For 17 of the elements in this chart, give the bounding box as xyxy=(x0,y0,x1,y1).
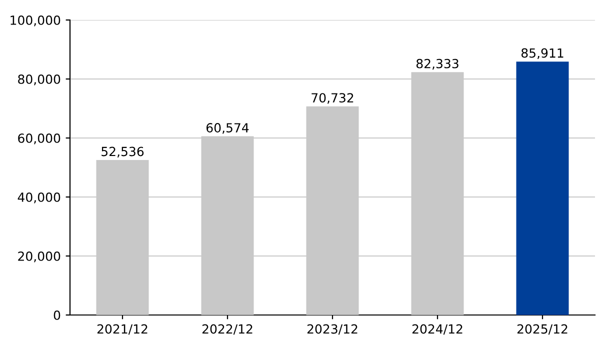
data-label: 82,333 xyxy=(416,58,458,70)
x-tick-label: 2023/12 xyxy=(307,324,358,335)
data-label: 70,732 xyxy=(312,93,354,104)
x-tick-label: 2025/12 xyxy=(517,324,568,335)
x-tick-label: 2022/12 xyxy=(202,324,252,335)
data-label: 60,574 xyxy=(206,123,249,134)
x-tick-label: 2024/12 xyxy=(412,324,462,335)
bar xyxy=(516,62,569,315)
data-label: 52,536 xyxy=(102,146,144,158)
y-tick-label: 40,000 xyxy=(18,192,60,204)
y-tick-label: 0 xyxy=(54,310,60,320)
y-tick-label: 20,000 xyxy=(18,251,60,262)
x-tick-label: 2021/12 xyxy=(97,324,148,335)
y-tick-label: 80,000 xyxy=(18,74,60,86)
y-tick-label: 60,000 xyxy=(18,133,60,144)
data-label: 85,911 xyxy=(521,48,564,60)
y-tick-label: 100,000 xyxy=(10,15,60,26)
